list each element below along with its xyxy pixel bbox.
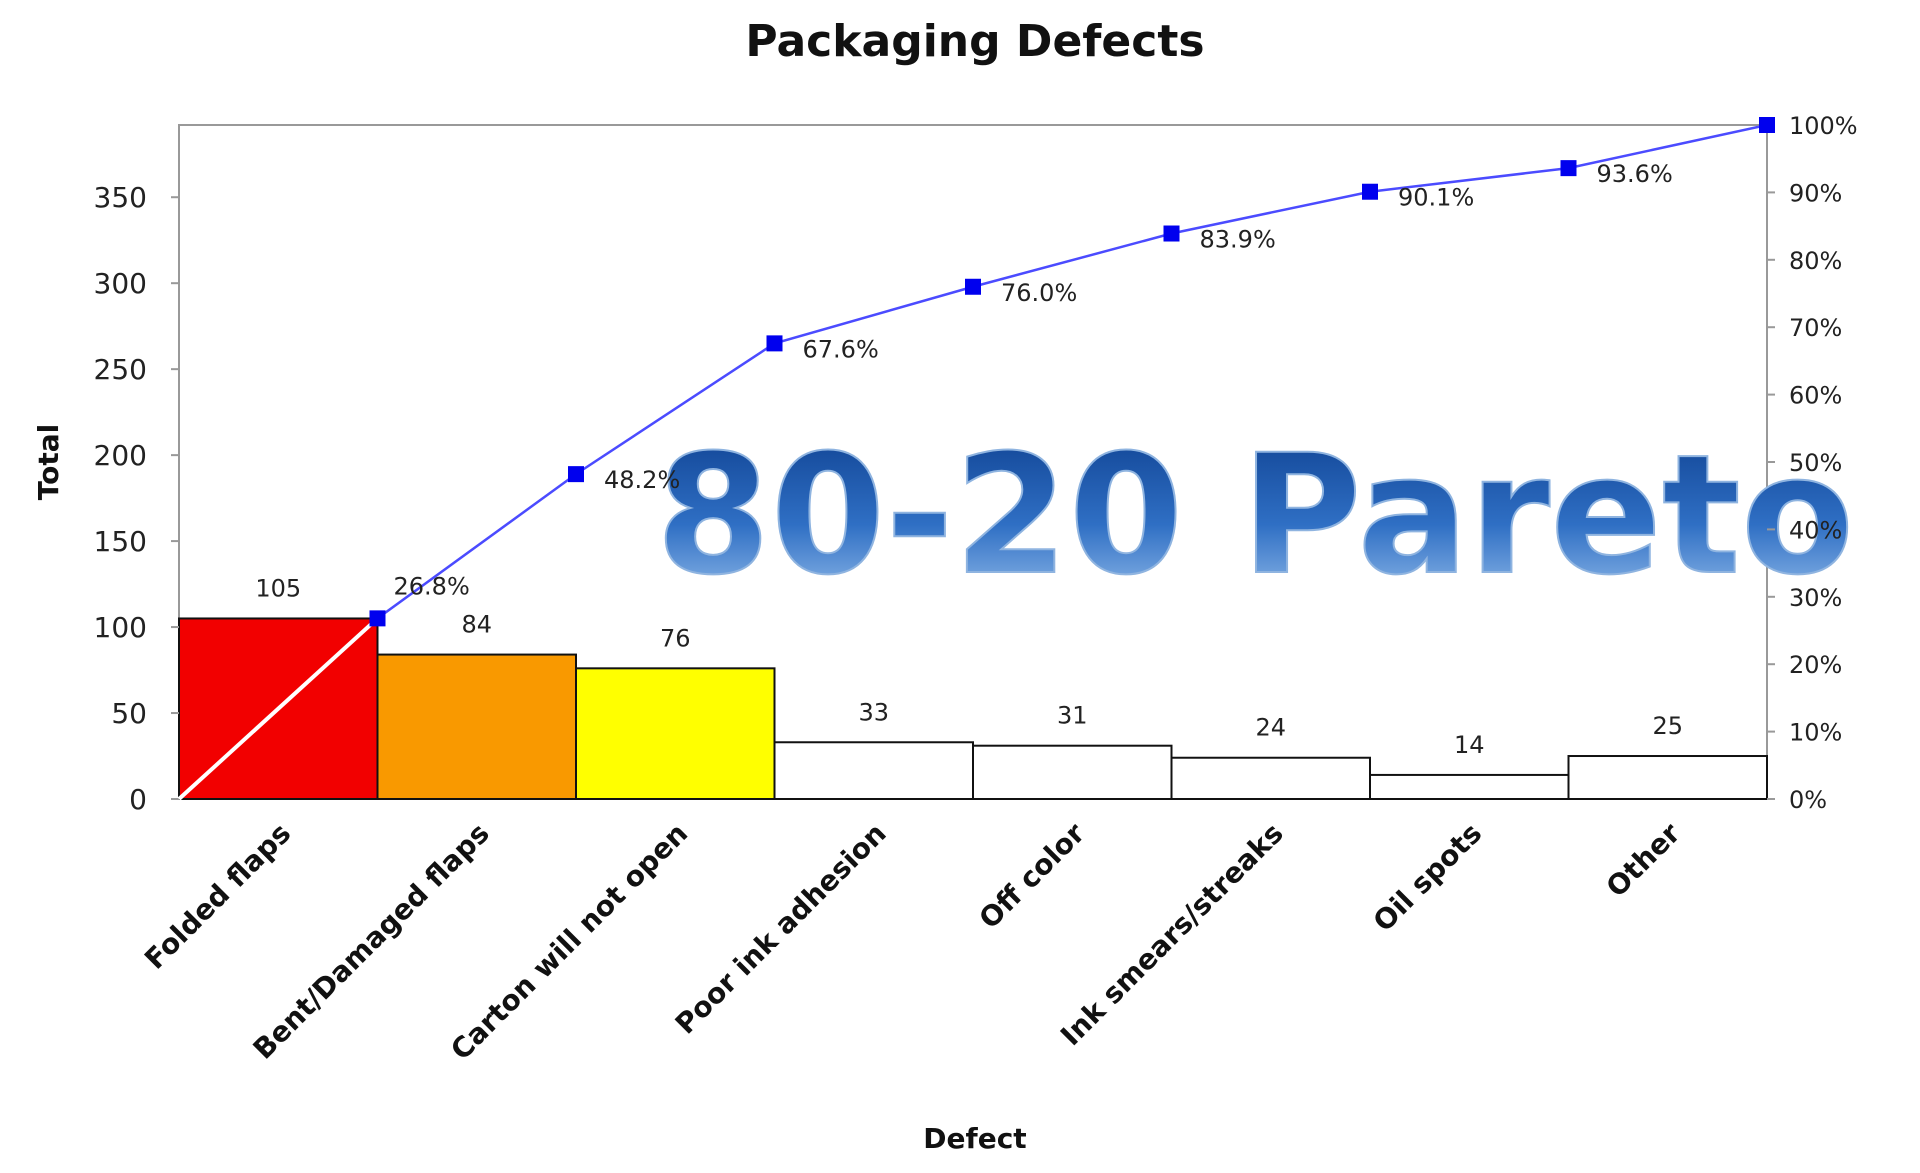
- bar: [773, 741, 974, 800]
- bar: [972, 744, 1173, 800]
- y2-tick-label: 70%: [1789, 314, 1842, 342]
- y-tick-label: 100: [94, 611, 147, 644]
- cumulative-percent-label: 76.0%: [1001, 279, 1077, 307]
- cumulative-marker: [1759, 117, 1775, 133]
- cumulative-marker: [1560, 160, 1577, 177]
- x-tick-label: Other: [1600, 816, 1687, 903]
- y2-tick-label: 10%: [1789, 719, 1842, 747]
- bar-value-label: 31: [1057, 702, 1088, 730]
- cumulative-marker: [1163, 225, 1180, 242]
- y-tick-label: 0: [129, 783, 147, 816]
- y2-tick-label: 60%: [1789, 382, 1842, 410]
- bar-value-label: 84: [461, 611, 492, 639]
- cumulative-percent-label: 67.6%: [803, 335, 879, 363]
- cumulative-marker: [568, 466, 584, 483]
- y-tick-label: 250: [94, 353, 147, 386]
- bar-value-label: 14: [1454, 731, 1485, 759]
- y-tick-label: 300: [94, 267, 147, 300]
- cumulative-percent-label: 26.8%: [394, 572, 470, 600]
- y2-tick-label: 100%: [1789, 112, 1858, 140]
- y-tick-label: 50: [111, 697, 147, 730]
- y-tick-label: 350: [94, 181, 147, 214]
- x-tick-label: Folded flaps: [138, 817, 297, 976]
- y2-tick-label: 40%: [1789, 516, 1842, 544]
- cumulative-marker: [766, 335, 783, 352]
- cumulative-percent-label: 93.6%: [1597, 160, 1673, 188]
- cumulative-percent-label: 48.2%: [604, 466, 680, 494]
- y-tick-label: 200: [94, 439, 147, 472]
- y2-tick-label: 0%: [1789, 786, 1827, 814]
- cumulative-marker: [369, 610, 386, 627]
- x-tick-label: Ink smears/streaks: [1054, 817, 1290, 1053]
- y2-tick-label: 50%: [1789, 449, 1842, 477]
- bar: [1170, 756, 1371, 800]
- chart-title: Packaging Defects: [745, 16, 1204, 67]
- bar-value-label: 24: [1255, 714, 1286, 742]
- bar-value-label: 33: [858, 698, 889, 726]
- x-axis-title: Defect: [923, 1122, 1026, 1155]
- x-tick-label: Oil spots: [1367, 817, 1488, 938]
- bar-value-label: 25: [1652, 712, 1683, 740]
- cumulative-line: [376, 123, 1768, 620]
- cumulative-line-start: [177, 616, 379, 801]
- y2-tick-label: 90%: [1789, 179, 1842, 207]
- bar: [575, 667, 776, 800]
- y2-tick-label: 80%: [1789, 247, 1842, 275]
- y2-tick-label: 20%: [1789, 651, 1842, 679]
- bar: [1369, 773, 1570, 801]
- y-tick-label: 150: [94, 525, 147, 558]
- bar-value-label: 105: [255, 574, 301, 602]
- bar-value-label: 76: [660, 624, 691, 652]
- x-tick-label: Poor ink adhesion: [669, 817, 893, 1041]
- x-tick-label: Off color: [973, 816, 1092, 935]
- cumulative-percent-label: 83.9%: [1200, 226, 1276, 254]
- watermark: 80-20 Pareto: [656, 419, 1855, 611]
- y2-tick-label: 30%: [1789, 584, 1842, 612]
- cumulative-marker: [1362, 183, 1378, 200]
- x-tick-label: Carton will not open: [444, 817, 694, 1067]
- cumulative-percent-label: 90.1%: [1398, 184, 1474, 212]
- bar: [376, 653, 577, 800]
- y-axis-title: Total: [32, 424, 65, 501]
- bar: [1567, 755, 1768, 801]
- cumulative-marker: [965, 278, 981, 295]
